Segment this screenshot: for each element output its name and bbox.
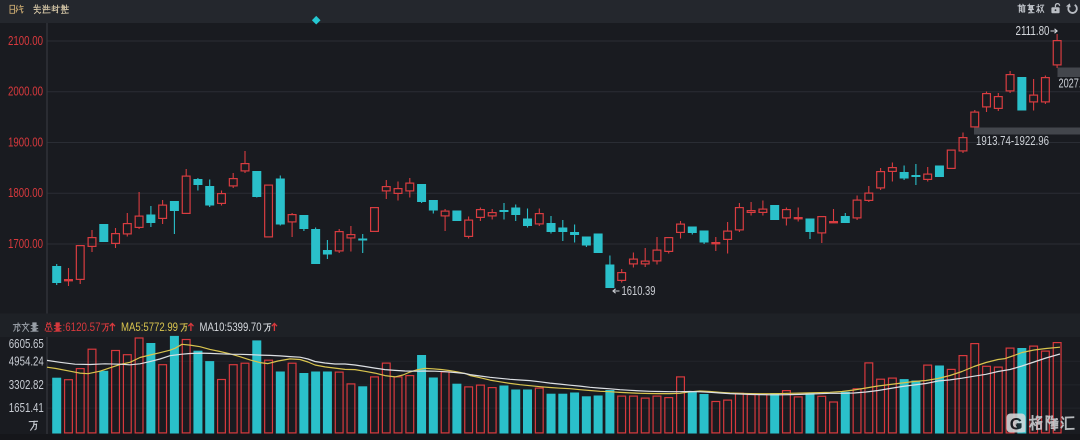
svg-text:2000.00: 2000.00 (8, 85, 43, 99)
svg-text:6605.65: 6605.65 (9, 337, 44, 351)
svg-text:1610.39: 1610.39 (622, 284, 656, 298)
svg-text:4954.24: 4954.24 (9, 354, 44, 368)
svg-text:1651.41: 1651.41 (9, 401, 44, 415)
svg-text:MA5:5772.99: MA5:5772.99 (121, 320, 178, 334)
svg-text:1900.00: 1900.00 (8, 136, 43, 150)
svg-text:G: G (1010, 415, 1023, 433)
svg-text:3302.82: 3302.82 (9, 378, 44, 392)
svg-text:MA10:5399.70: MA10:5399.70 (200, 320, 262, 334)
svg-text::6120.57: :6120.57 (63, 320, 101, 334)
svg-text:1913.74-1922.96: 1913.74-1922.96 (976, 134, 1049, 148)
svg-text:1700.00: 1700.00 (8, 237, 43, 251)
svg-text:2111.80: 2111.80 (1016, 24, 1050, 38)
svg-text:1800.00: 1800.00 (8, 186, 43, 200)
svg-text:2027.7: 2027.7 (1059, 77, 1080, 91)
svg-text:2100.00: 2100.00 (8, 34, 43, 48)
